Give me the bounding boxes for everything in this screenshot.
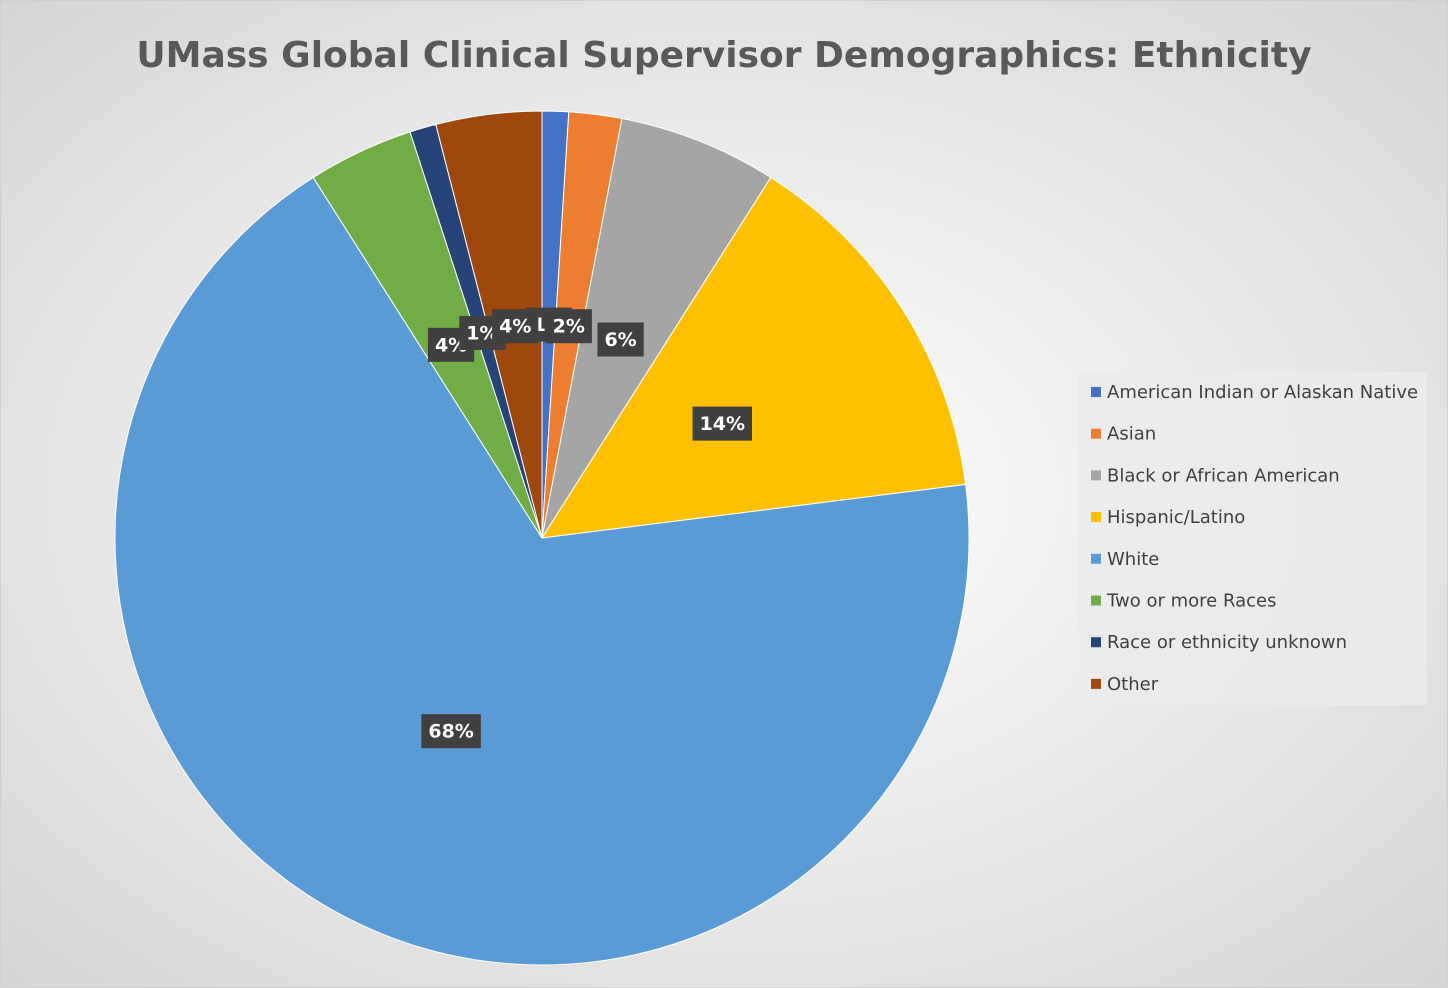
pie-slice xyxy=(114,176,970,966)
data-label: 1% xyxy=(466,322,498,344)
legend-swatch xyxy=(1091,595,1101,606)
data-label: 6% xyxy=(604,329,636,351)
pie-slice xyxy=(541,117,772,539)
chart-title: UMass Global Clinical Supervisor Demogra… xyxy=(136,35,1311,76)
data-label: 2% xyxy=(553,316,585,338)
legend-swatch xyxy=(1091,637,1101,648)
legend-label: Asian xyxy=(1107,424,1156,445)
data-label-box xyxy=(597,322,644,357)
data-label: 68% xyxy=(428,721,473,743)
data-label-box xyxy=(545,309,592,344)
legend-swatch xyxy=(1091,553,1101,564)
legend-label: Race or ethnicity unknown xyxy=(1107,632,1347,653)
legend-box xyxy=(1078,372,1427,705)
data-label: 14% xyxy=(700,413,745,435)
legend-swatch xyxy=(1091,387,1101,397)
legend-label: Hispanic/Latino xyxy=(1107,507,1245,528)
legend-swatch xyxy=(1091,512,1101,523)
data-label-box xyxy=(692,406,753,441)
data-label-box xyxy=(492,309,539,344)
data-label: 4% xyxy=(435,334,467,356)
legend-swatch xyxy=(1091,428,1101,439)
legend-label: White xyxy=(1107,549,1159,570)
legend-label: American Indian or Alaskan Native xyxy=(1107,382,1418,403)
legend-swatch xyxy=(1091,470,1101,481)
legend-label: Black or African American xyxy=(1107,465,1340,486)
pie-slice xyxy=(541,176,967,539)
legend-label: Other xyxy=(1107,674,1159,695)
data-label: 4% xyxy=(499,316,531,338)
legend-swatch xyxy=(1091,678,1101,689)
data-label-box xyxy=(421,714,481,749)
legend-label: Two or more Races xyxy=(1106,591,1276,612)
